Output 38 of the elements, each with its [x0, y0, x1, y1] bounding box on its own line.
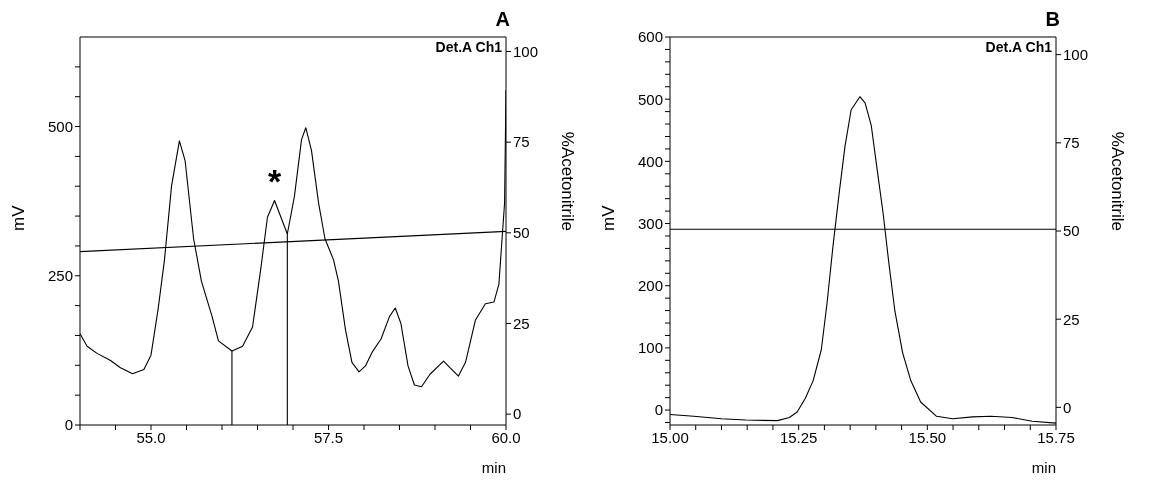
x-tick-label: 60.0: [491, 428, 521, 446]
y2-tick-label: 25: [513, 314, 530, 332]
y-tick-label: 400: [637, 152, 663, 170]
x-tick-label: 57.5: [313, 428, 344, 446]
x-tick-label: 55.0: [136, 428, 166, 446]
y2-tick-label: 50: [513, 224, 530, 242]
x-tick-label: 15.50: [908, 428, 947, 446]
chart-title: A: [495, 8, 510, 31]
x-tick-label: 15.75: [1037, 428, 1075, 446]
y-tick-label: 200: [637, 277, 663, 295]
y2-tick-label: 0: [513, 405, 522, 423]
annotation: Det.A Ch1: [435, 39, 502, 55]
y2-tick-label: 50: [1063, 222, 1080, 240]
y2-tick-label: 100: [1063, 45, 1089, 63]
chart-title: B: [1045, 8, 1060, 31]
x-tick-label: 15.25: [779, 428, 818, 446]
y2-tick-label: 75: [1063, 134, 1080, 152]
y-tick-label: 100: [637, 339, 663, 357]
y-axis-title: mV: [9, 204, 29, 231]
annotation: *: [267, 161, 282, 200]
y-tick-label: 500: [47, 117, 73, 135]
annotation: Det.A Ch1: [985, 39, 1052, 55]
y2-tick-label: 100: [513, 42, 539, 60]
y-tick-label: 500: [637, 90, 663, 108]
y2-tick-label: 75: [513, 133, 530, 151]
y2-axis-title: %Acetonitrile: [1107, 131, 1127, 231]
y-tick-label: 0: [64, 416, 73, 434]
y2-tick-label: 25: [1063, 310, 1080, 328]
x-tick-label: 15.00: [651, 428, 689, 446]
y2-axis-title: %Acetonitrile: [557, 131, 577, 231]
x-axis-title: min: [1031, 459, 1056, 476]
y-axis-title: mV: [599, 204, 619, 231]
y-tick-label: 250: [47, 267, 73, 285]
y-tick-label: 0: [654, 401, 663, 419]
x-axis-title: min: [481, 459, 506, 476]
y-tick-label: 300: [637, 214, 663, 232]
y2-tick-label: 0: [1063, 398, 1072, 416]
y-tick-label: 600: [637, 28, 663, 46]
